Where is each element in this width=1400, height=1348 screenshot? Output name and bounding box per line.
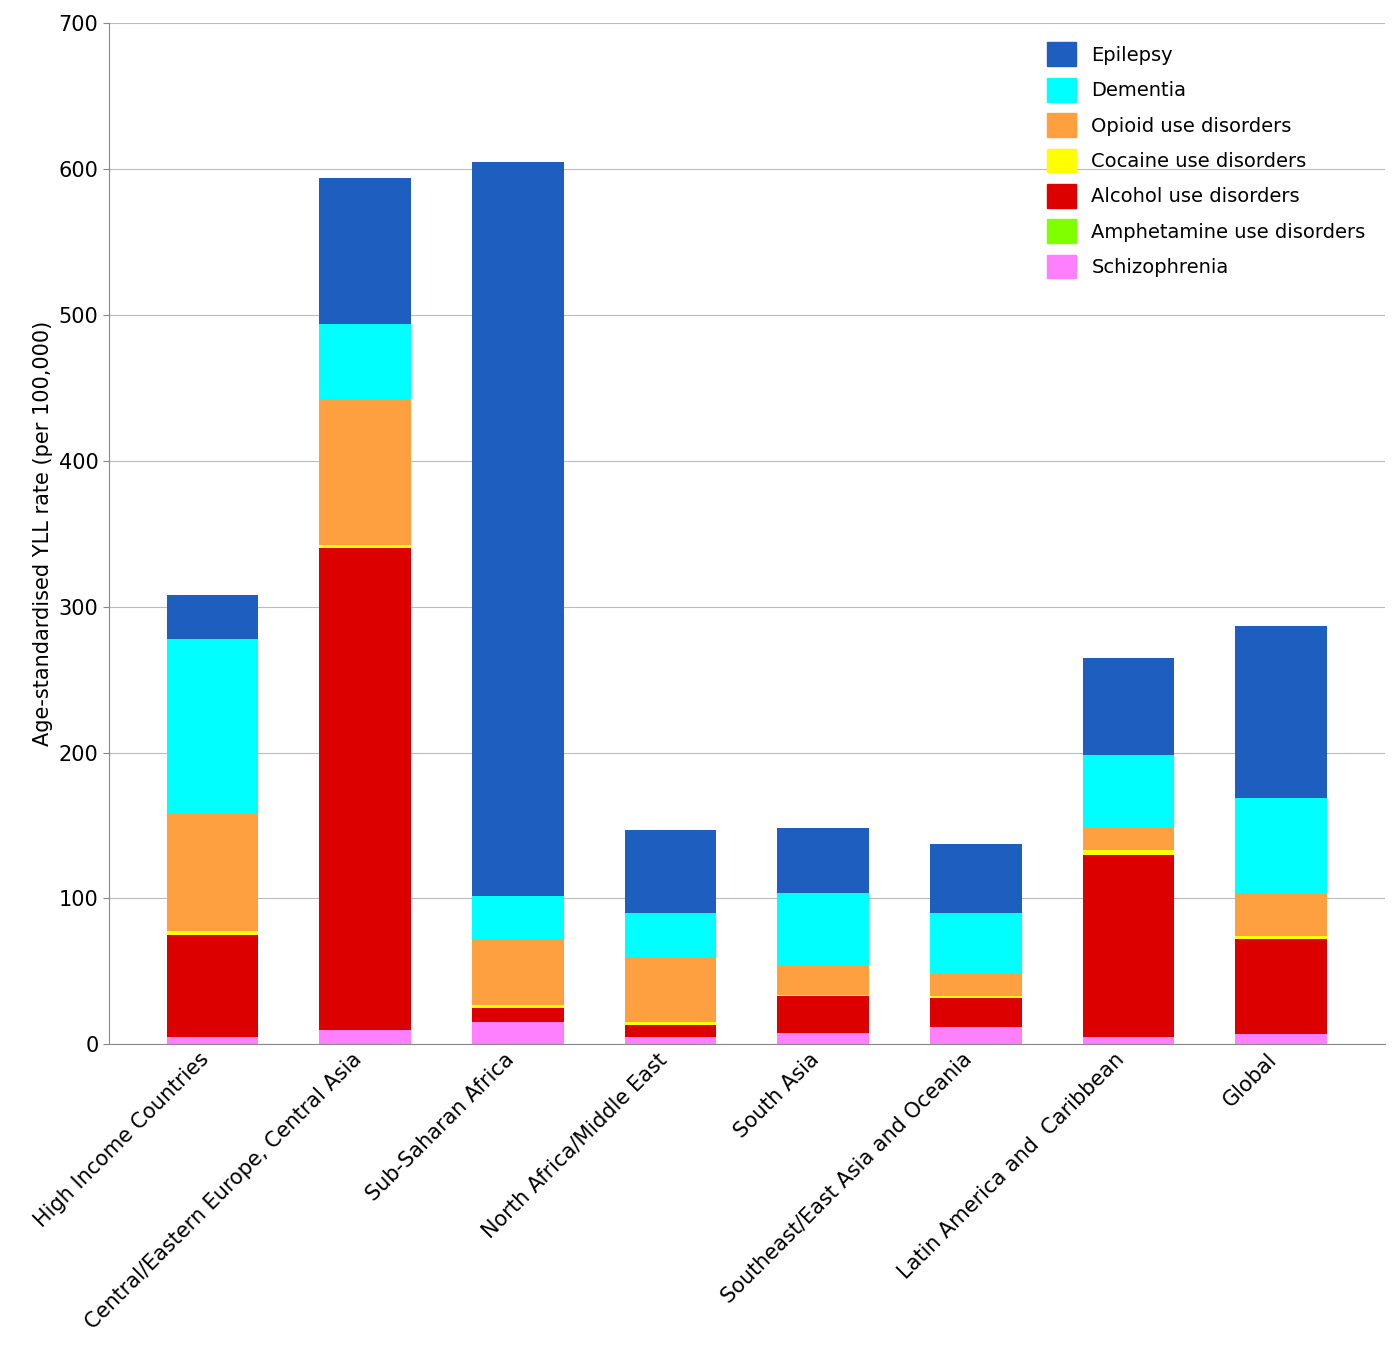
Bar bbox=[930, 975, 1022, 996]
Bar bbox=[624, 957, 717, 1022]
Bar bbox=[777, 892, 869, 965]
Legend: Epilepsy, Dementia, Opioid use disorders, Cocaine use disorders, Alcohol use dis: Epilepsy, Dementia, Opioid use disorders… bbox=[1037, 32, 1375, 288]
Bar bbox=[1235, 937, 1327, 940]
Bar bbox=[1235, 1034, 1327, 1045]
Bar bbox=[777, 996, 869, 1033]
Bar bbox=[472, 162, 564, 895]
Bar bbox=[472, 895, 564, 940]
Bar bbox=[930, 996, 1022, 998]
Bar bbox=[624, 1026, 717, 1037]
Bar bbox=[1235, 625, 1327, 798]
Bar bbox=[319, 1030, 412, 1045]
Bar bbox=[167, 936, 259, 1037]
Bar bbox=[777, 829, 869, 892]
Bar bbox=[319, 549, 412, 1030]
Bar bbox=[1082, 658, 1175, 755]
Bar bbox=[472, 1008, 564, 1022]
Bar bbox=[930, 998, 1022, 1027]
Bar bbox=[777, 1033, 869, 1045]
Bar bbox=[1235, 892, 1327, 937]
Bar bbox=[1082, 855, 1175, 1037]
Bar bbox=[777, 995, 869, 996]
Bar bbox=[319, 546, 412, 549]
Bar bbox=[167, 930, 259, 936]
Bar bbox=[319, 324, 412, 399]
Bar bbox=[1082, 829, 1175, 851]
Bar bbox=[167, 814, 259, 930]
Bar bbox=[624, 830, 717, 913]
Bar bbox=[930, 844, 1022, 913]
Bar bbox=[472, 1022, 564, 1045]
Bar bbox=[167, 639, 259, 814]
Bar bbox=[1082, 755, 1175, 829]
Bar bbox=[472, 940, 564, 1004]
Bar bbox=[1235, 940, 1327, 1034]
Bar bbox=[624, 1022, 717, 1026]
Bar bbox=[472, 1004, 564, 1008]
Bar bbox=[624, 1037, 717, 1045]
Bar bbox=[167, 1037, 259, 1045]
Y-axis label: Age-standardised YLL rate (per 100,000): Age-standardised YLL rate (per 100,000) bbox=[34, 321, 53, 747]
Bar bbox=[777, 965, 869, 995]
Bar bbox=[319, 178, 412, 324]
Bar bbox=[1235, 798, 1327, 892]
Bar bbox=[930, 1027, 1022, 1045]
Bar bbox=[1082, 1037, 1175, 1045]
Bar bbox=[167, 594, 259, 639]
Bar bbox=[1082, 851, 1175, 855]
Bar bbox=[930, 913, 1022, 975]
Bar bbox=[624, 913, 717, 957]
Bar bbox=[319, 399, 412, 546]
